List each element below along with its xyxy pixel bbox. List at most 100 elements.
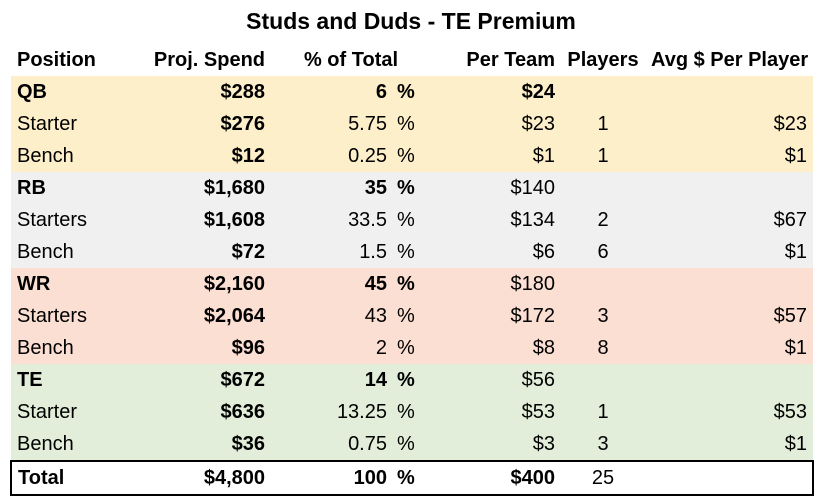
cell-per-team: $3 (431, 428, 561, 461)
cell-position: TE (11, 364, 129, 396)
cell-avg: $53 (645, 396, 813, 428)
header-avg-per-player: Avg $ Per Player (651, 48, 809, 71)
cell-per-team: $53 (431, 396, 561, 428)
cell-spend: $1,680 (129, 172, 271, 204)
cell-players: 2 (561, 204, 645, 236)
header-row: Position Proj. Spend % of Total Per Team… (11, 44, 813, 76)
group-summary-row-te: TE $672 14 % $56 (11, 364, 813, 396)
cell-spend: $276 (129, 108, 271, 140)
cell-position: Bench (11, 428, 129, 461)
cell-pct-sign: % (393, 268, 431, 300)
cell-pct-sign: % (393, 364, 431, 396)
cell-players (561, 364, 645, 396)
cell-avg: $1 (645, 428, 813, 461)
cell-position: Bench (11, 332, 129, 364)
cell-pct: 100 (271, 460, 393, 496)
cell-per-team: $180 (431, 268, 561, 300)
cell-spend: $2,160 (129, 268, 271, 300)
cell-spend: $288 (129, 76, 271, 108)
cell-avg: $1 (645, 236, 813, 268)
cell-players (561, 76, 645, 108)
total-row: Total $4,800 100 % $400 25 (10, 460, 814, 496)
cell-per-team: $1 (431, 140, 561, 172)
cell-pct: 35 (271, 172, 393, 204)
cell-pct-sign: % (393, 236, 431, 268)
header-pct-total: % of Total (303, 48, 399, 71)
cell-per-team: $23 (431, 108, 561, 140)
cell-pct-sign: % (393, 108, 431, 140)
cell-players: 6 (561, 236, 645, 268)
cell-pct: 0.25 (271, 140, 393, 172)
cell-per-team: $8 (431, 332, 561, 364)
table-row: Bench $12 0.25 % $1 1 $1 (11, 140, 813, 172)
cell-avg (645, 268, 813, 300)
cell-spend: $12 (129, 140, 271, 172)
cell-per-team: $140 (431, 172, 561, 204)
cell-pct-sign: % (393, 396, 431, 428)
cell-position: Total (10, 460, 129, 496)
cell-position: Starters (11, 300, 129, 332)
cell-per-team: $172 (431, 300, 561, 332)
cell-avg: $1 (645, 332, 813, 364)
cell-pct: 43 (271, 300, 393, 332)
cell-pct: 45 (271, 268, 393, 300)
cell-position: Starters (11, 204, 129, 236)
group-summary-row-wr: WR $2,160 45 % $180 (11, 268, 813, 300)
cell-players: 3 (561, 428, 645, 461)
table-row: Bench $96 2 % $8 8 $1 (11, 332, 813, 364)
cell-pct: 1.5 (271, 236, 393, 268)
cell-position: RB (11, 172, 129, 204)
cell-pct-sign: % (393, 300, 431, 332)
cell-spend: $96 (129, 332, 271, 364)
cell-players: 25 (561, 460, 645, 496)
cell-players: 1 (561, 396, 645, 428)
cell-pct-sign: % (393, 140, 431, 172)
cell-pct-sign: % (393, 76, 431, 108)
cell-position: Bench (11, 236, 129, 268)
cell-pct: 14 (271, 364, 393, 396)
cell-spend: $4,800 (129, 460, 271, 496)
cell-spend: $672 (129, 364, 271, 396)
cell-position: Bench (11, 140, 129, 172)
group-summary-row-rb: RB $1,680 35 % $140 (11, 172, 813, 204)
cell-pct: 13.25 (271, 396, 393, 428)
cell-per-team: $400 (431, 460, 561, 496)
cell-spend: $36 (129, 428, 271, 461)
cell-per-team: $134 (431, 204, 561, 236)
table-row: Starter $636 13.25 % $53 1 $53 (11, 396, 813, 428)
header-proj-spend: Proj. Spend (153, 48, 265, 71)
cell-players: 1 (561, 140, 645, 172)
cell-position: Starter (11, 108, 129, 140)
cell-position: QB (11, 76, 129, 108)
header-per-team: Per Team (466, 48, 555, 71)
cell-players: 8 (561, 332, 645, 364)
cell-per-team: $24 (431, 76, 561, 108)
cell-pct-sign: % (393, 332, 431, 364)
table-row: Starters $1,608 33.5 % $134 2 $67 (11, 204, 813, 236)
cell-avg (645, 172, 813, 204)
cell-avg: $67 (645, 204, 813, 236)
cell-per-team: $6 (431, 236, 561, 268)
cell-players (561, 268, 645, 300)
cell-players (561, 172, 645, 204)
cell-pct: 0.75 (271, 428, 393, 461)
cell-pct: 6 (271, 76, 393, 108)
cell-players: 3 (561, 300, 645, 332)
cell-pct: 2 (271, 332, 393, 364)
cell-spend: $636 (129, 396, 271, 428)
cell-avg: $1 (645, 140, 813, 172)
table-row: Bench $36 0.75 % $3 3 $1 (11, 428, 813, 461)
cell-avg (645, 460, 814, 496)
cell-avg: $23 (645, 108, 813, 140)
cell-pct-sign: % (393, 172, 431, 204)
cell-pct: 33.5 (271, 204, 393, 236)
cell-pct-sign: % (393, 428, 431, 461)
cell-pct-sign: % (393, 204, 431, 236)
spend-table: Position Proj. Spend % of Total Per Team… (10, 44, 814, 496)
table-title: Studs and Duds - TE Premium (246, 8, 576, 34)
cell-per-team: $56 (431, 364, 561, 396)
cell-spend: $72 (129, 236, 271, 268)
cell-avg: $57 (645, 300, 813, 332)
cell-pct-sign: % (393, 460, 431, 496)
cell-pct: 5.75 (271, 108, 393, 140)
